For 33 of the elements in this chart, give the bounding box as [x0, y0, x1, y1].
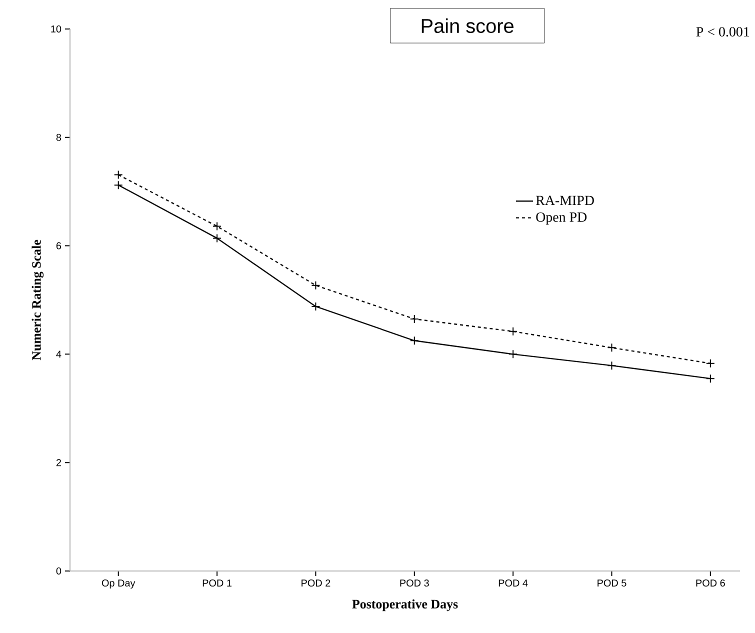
point — [706, 358, 715, 368]
point — [212, 234, 222, 243]
point — [706, 374, 715, 384]
point — [410, 314, 419, 324]
point — [212, 222, 222, 231]
y-tick-label: 2 — [56, 459, 61, 466]
y-tick-label: 8 — [56, 134, 62, 141]
y-tick-label: 10 — [51, 25, 62, 33]
x-tick-label: POD 2 — [302, 580, 330, 587]
x-tick-label: POD 3 — [400, 580, 429, 587]
point — [508, 350, 518, 359]
point — [508, 326, 518, 336]
y-tick-label: 6 — [56, 242, 62, 250]
x-tick-label: POD 6 — [696, 580, 725, 587]
legend-label: Open PD — [536, 212, 587, 225]
x-tick-label: POD 1 — [202, 580, 232, 587]
legend-label: RA-MIPD — [536, 196, 594, 206]
y-tick-label: 0 — [56, 567, 62, 575]
annotation: P < 0.001 — [696, 27, 750, 37]
x-tick-label: POD 5 — [598, 580, 626, 587]
point — [311, 280, 320, 290]
point — [114, 180, 123, 190]
y-tick-label: 4 — [56, 350, 62, 358]
chart-title: Pain score — [422, 18, 514, 34]
point — [607, 343, 616, 352]
point — [114, 170, 123, 180]
y-axis-title: Numeric Rating Scale — [32, 240, 44, 360]
point — [410, 336, 419, 346]
point — [311, 302, 320, 311]
x-axis-title: Postoperative Days — [352, 599, 458, 612]
x-tick-label: Op Day — [102, 580, 136, 589]
x-tick-label: POD 4 — [498, 580, 528, 587]
point — [607, 361, 616, 370]
